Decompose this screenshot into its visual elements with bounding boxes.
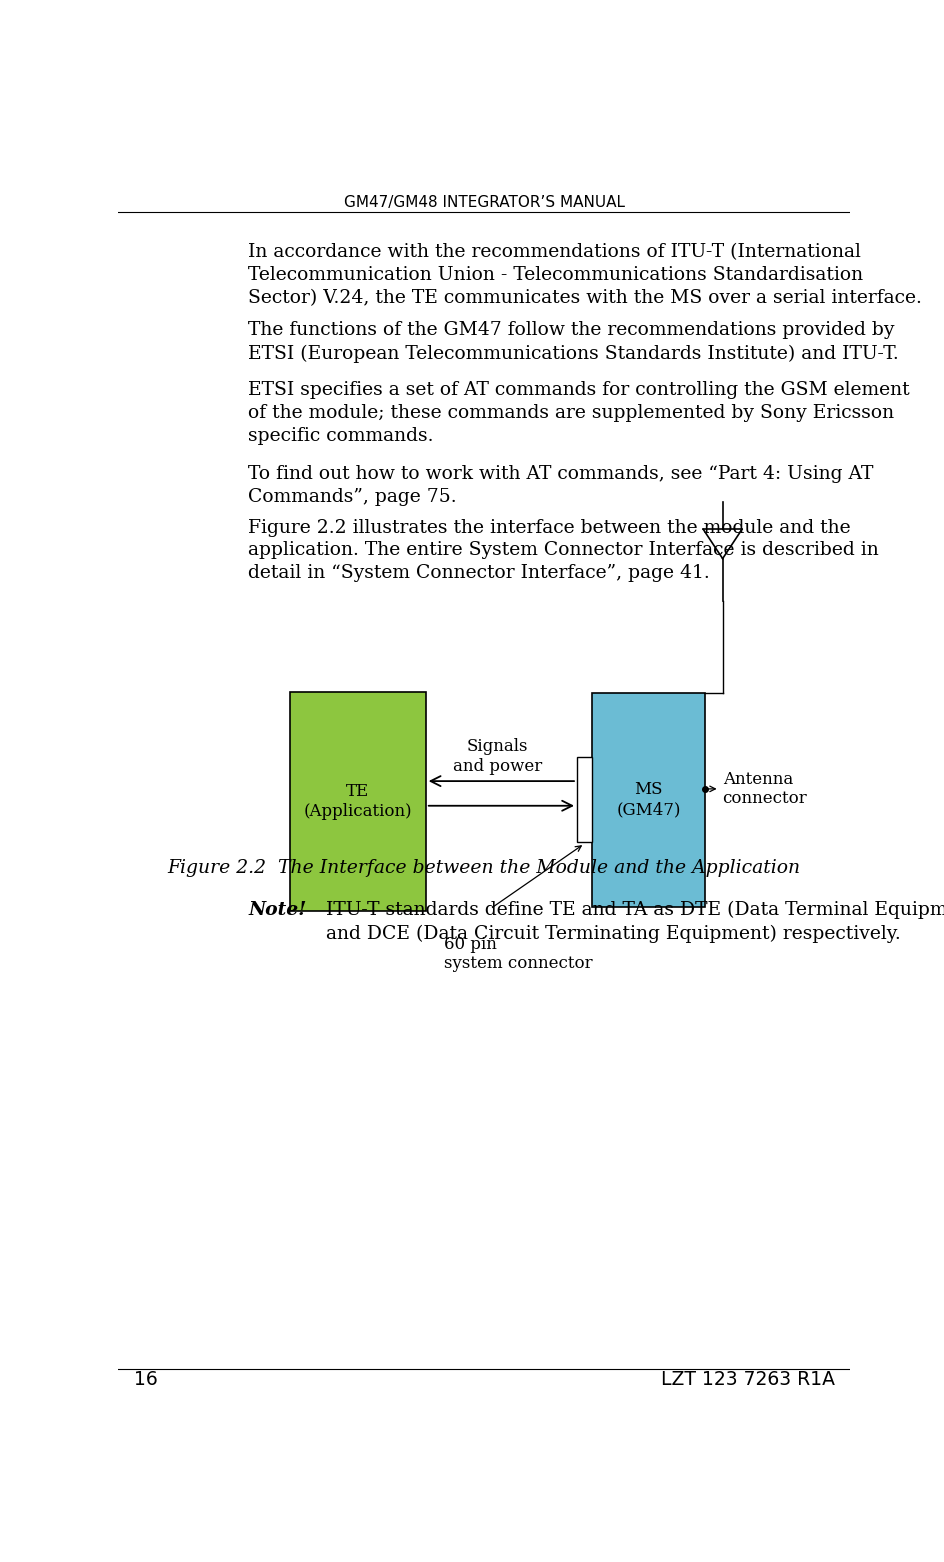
Text: The functions of the GM47 follow the recommendations provided by
ETSI (European : The functions of the GM47 follow the rec… — [248, 322, 898, 362]
Text: LZT 123 7263 R1A: LZT 123 7263 R1A — [660, 1370, 834, 1389]
Bar — [290, 692, 426, 911]
Text: Figure 2.2 illustrates the interface between the module and the
application. The: Figure 2.2 illustrates the interface bet… — [248, 519, 878, 583]
Text: To find out how to work with AT commands, see “Part 4: Using AT
Commands”, page : To find out how to work with AT commands… — [248, 464, 873, 506]
Bar — [592, 692, 704, 906]
Text: 16: 16 — [133, 1370, 158, 1389]
Text: Note!: Note! — [248, 901, 307, 918]
Text: 60 pin
system connector: 60 pin system connector — [443, 936, 592, 973]
Text: Signals
and power: Signals and power — [452, 739, 542, 775]
Text: Figure 2.2  The Interface between the Module and the Application: Figure 2.2 The Interface between the Mod… — [168, 859, 800, 876]
Text: GM47/GM48 INTEGRATOR’S MANUAL: GM47/GM48 INTEGRATOR’S MANUAL — [344, 195, 624, 211]
Text: MS
(GM47): MS (GM47) — [615, 781, 680, 818]
Text: ETSI specifies a set of AT commands for controlling the GSM element
of the modul: ETSI specifies a set of AT commands for … — [248, 381, 909, 445]
Text: TE
(Application): TE (Application) — [303, 783, 412, 820]
Bar — [577, 758, 592, 842]
Text: Antenna
connector: Antenna connector — [722, 770, 806, 808]
Text: ITU-T standards define TE and TA as DTE (Data Terminal Equipment)
and DCE (Data : ITU-T standards define TE and TA as DTE … — [326, 901, 944, 943]
Text: In accordance with the recommendations of ITU-T (International
Telecommunication: In accordance with the recommendations o… — [248, 242, 921, 306]
